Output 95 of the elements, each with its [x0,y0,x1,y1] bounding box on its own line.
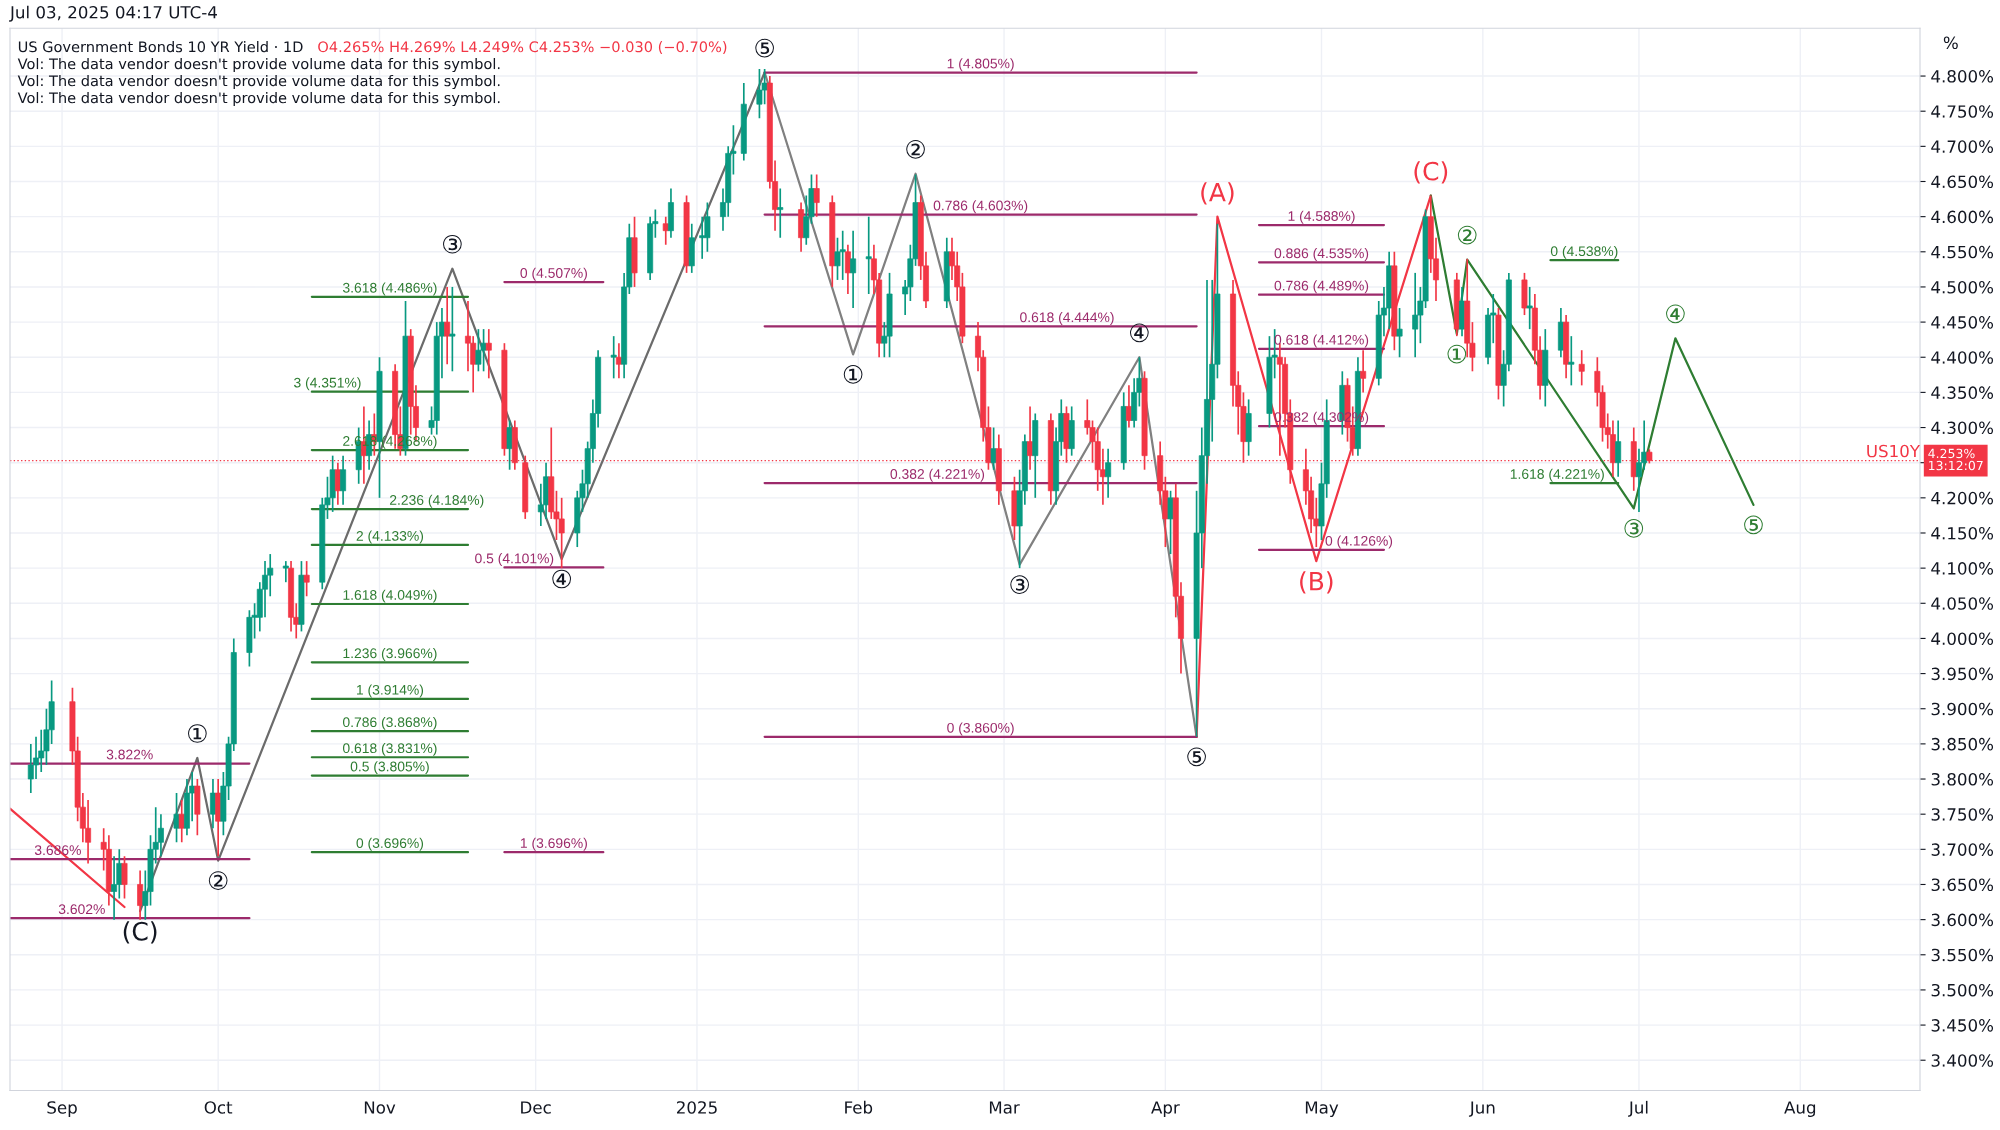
y-tick-label: 3.800% [1931,772,1994,786]
x-tick-label: Apr [1151,1101,1180,1117]
y-tick-label: 3.450% [1931,1019,1994,1032]
y-tick-label: 4.200% [1931,491,1994,505]
y-tick-label: 4.350% [1931,386,1994,399]
series-label: 0.786 (4.603%) [933,200,1028,214]
series-label: 0.5 (4.101%) [475,553,554,567]
x-tick-label: Jun [1468,1101,1495,1117]
series-label: 0.786 (3.868%) [342,716,437,730]
series-label: 2.236 (4.184%) [389,494,484,508]
text: US Government Bonds 10 YR Yield · 1D [18,41,303,53]
x-tick-label: Feb [845,1100,873,1114]
annotation: (C) [1414,161,1448,184]
annotation: Vol: The data vendor doesn't provide volume data for this symbol. [17,57,500,73]
ref-line-label: 4.253% 13:12:07 [1928,448,1983,471]
series-label: 1 (3.914%) [357,684,424,698]
x-tick-label: Mar [989,1101,1020,1114]
y-tick-label: 4.550% [1931,245,1994,259]
y-tick-label: 3.750% [1931,808,1994,821]
x-tick-label: Jul [1628,1100,1648,1117]
x-tick-label: May [1305,1101,1339,1117]
annotation: (C) [123,921,157,944]
y-tick-label: 4.100% [1931,562,1994,575]
series-label: 1.236 (3.966%) [343,648,437,661]
annotation: ② [208,871,228,890]
y-tick-label: 4.400% [1931,351,1994,364]
series-label: 0 (4.538%) [1550,245,1618,259]
series-label: 0 (3.696%) [356,837,424,851]
series-label: 3.602% [58,904,105,915]
annotation: ④ [552,569,572,589]
y-tick-label: 4.300% [1931,421,1994,435]
annotation: ① [1447,344,1467,364]
annotation: ④ [1666,304,1685,324]
series-label: 1.618 (4.221%) [1510,468,1604,482]
y-tick-label: 3.850% [1931,737,1994,751]
x-tick-label: Sep [47,1101,77,1117]
y-tick-label: 3.900% [1931,702,1994,716]
chart-subtitle: Jul 03, 2025 04:17 UTC-4 [9,5,217,22]
series-label: 1.618 (4.049%) [343,589,437,603]
y-tick-label: 3.700% [1931,843,1994,856]
y-tick-label: 4.600% [1931,210,1994,224]
annotation: US10Y [1867,444,1921,458]
series-label: 3.618 (4.486%) [342,282,437,296]
y-tick-label: 4.700% [1931,140,1994,153]
series-label: 0 (4.507%) [520,267,587,281]
annotation: ② [1457,225,1477,245]
annotation: ③ [1010,575,1029,594]
series-label: 0.786 (4.489%) [1274,280,1369,294]
annotation: ③ [443,234,462,254]
series-label: 0.382 (4.221%) [890,468,985,482]
y-axis-title: % [1943,36,1958,50]
series-label: 0 (3.860%) [947,722,1014,736]
x-tick-label: Nov [364,1101,396,1114]
y-tick-label: 3.950% [1931,667,1994,681]
annotation: ④ [1129,323,1149,343]
series-label: 3.822% [106,749,153,760]
series-label: 1 (3.696%) [520,837,587,851]
y-tick-label: 4.000% [1931,632,1994,645]
annotation: Vol: The data vendor doesn't provide volume data for this symbol. [17,91,500,107]
y-tick-label: 3.400% [1931,1054,1994,1067]
annotation: (B) [1300,571,1333,594]
series-label: 3 (4.351%) [294,377,361,391]
series-label: 0.618 (3.831%) [342,742,437,756]
annotation: Vol: The data vendor doesn't provide volume data for this symbol. [17,74,500,90]
x-tick-label: Aug [1784,1101,1816,1117]
y-tick-label: 3.500% [1931,983,1994,997]
annotation: ⑤ [1187,747,1206,767]
x-tick-label: 2025 [676,1101,717,1114]
annotation: ① [188,724,207,743]
series-label: 0.886 (4.535%) [1274,248,1369,261]
series-label: 0.5 (3.805%) [350,761,429,775]
y-tick-label: 3.550% [1931,948,1994,962]
series-label: 1 (4.588%) [1288,210,1355,224]
y-tick-label: 4.500% [1931,280,1994,294]
annotation: ⑤ [1744,515,1763,535]
x-tick-label: Oct [204,1101,233,1114]
annotation: (A) [1201,182,1234,205]
y-tick-label: 4.650% [1931,175,1994,189]
series-label: 1 (4.805%) [947,58,1014,72]
y-tick-label: 3.650% [1931,878,1994,892]
series-label: 2 (4.133%) [356,530,424,544]
y-tick-label: 4.800% [1931,70,1994,83]
y-tick-label: 4.150% [1931,526,1994,540]
x-tick-label: Dec [521,1101,551,1114]
y-tick-label: 4.450% [1931,316,1994,329]
annotation: O4.265% H4.269% L4.249% C4.253% −0.030 (−0.70%) [318,41,727,54]
annotation: ⑤ [755,38,774,58]
annotation: ① [843,365,863,384]
annotation: ③ [1624,519,1644,538]
annotation: ② [906,139,925,159]
y-tick-label: 4.750% [1931,105,1994,118]
series-label: 0.618 (4.444%) [1020,311,1114,325]
y-tick-label: 4.050% [1931,597,1994,610]
y-tick-label: 3.600% [1931,913,1994,927]
series-label: 0 (4.126%) [1325,535,1393,549]
